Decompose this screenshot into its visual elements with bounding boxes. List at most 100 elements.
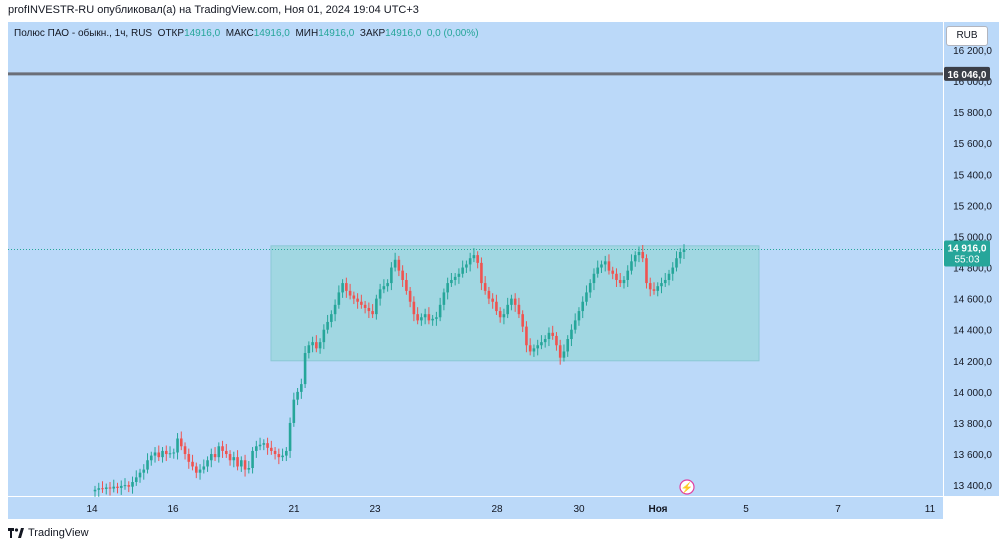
candle-body [453, 276, 457, 280]
legend-high-label: МАКС [225, 28, 254, 39]
candle-body [142, 469, 146, 473]
candle-body [491, 298, 494, 302]
footer: TradingView [8, 527, 89, 539]
candle-body [547, 332, 551, 340]
x-tick-label: 23 [369, 504, 381, 515]
candle-body [206, 460, 209, 467]
legend-symbol: Полюс ПАО - обыкн., 1ч, RUS [14, 28, 153, 39]
candle-body [495, 301, 498, 312]
candle-body [183, 446, 187, 455]
candle-body [648, 283, 652, 290]
last-price-label: 14 916,0 [948, 244, 987, 255]
candle-body [232, 457, 236, 461]
event-marker[interactable]: ⚡ [679, 479, 695, 495]
y-tick-label: 13 800,0 [953, 419, 992, 430]
candle-body [607, 261, 611, 271]
candle-body [611, 270, 615, 274]
candle-body [315, 342, 318, 349]
candle-body [502, 314, 506, 318]
x-tick-label: 5 [743, 504, 749, 515]
candle-body [588, 283, 592, 293]
candle-body [157, 452, 161, 458]
candle-body [487, 290, 491, 299]
candle-body [660, 283, 663, 287]
candle-body [536, 345, 539, 349]
candle-body [438, 304, 442, 318]
candle-body [408, 290, 412, 302]
candle-body [483, 283, 487, 291]
y-tick-label: 16 000,0 [953, 77, 992, 88]
y-tick-label: 15 600,0 [953, 139, 992, 150]
candle-body [356, 298, 359, 302]
tradingview-logo-icon [8, 528, 24, 538]
currency-button[interactable]: RUB [946, 26, 988, 46]
candle-body [521, 314, 524, 327]
candle-body [191, 461, 194, 467]
candle-body [633, 255, 637, 262]
candle-body [176, 438, 179, 453]
bar-countdown-label: 55:03 [954, 255, 979, 266]
candle-body [187, 454, 191, 462]
candle-body [543, 339, 547, 343]
candle-body [581, 301, 585, 312]
candle-body [108, 487, 112, 489]
legend-high-value: 14916,0 [253, 28, 290, 39]
candle-body [119, 485, 123, 488]
candle-body [510, 298, 513, 305]
candle-body [517, 304, 521, 315]
candle-body [566, 339, 570, 352]
candle-body [416, 314, 419, 321]
candle-body [412, 301, 416, 315]
publish-info: profINVESTR-RU опубликовал(а) на Trading… [8, 4, 419, 16]
candle-body [442, 292, 446, 305]
y-tick-label: 14 800,0 [953, 264, 992, 275]
x-tick-label: 11 [925, 504, 936, 515]
candle-body [472, 255, 476, 259]
candle-body [345, 283, 348, 291]
legend-close-label: ЗАКР [359, 28, 386, 39]
candle-body [318, 342, 322, 349]
candle-body [116, 486, 119, 488]
candle-body [615, 273, 618, 280]
candle-body [506, 304, 509, 315]
candle-body [573, 320, 577, 330]
time-axis[interactable] [8, 496, 943, 519]
candle-body [153, 452, 157, 456]
candle-body [618, 279, 622, 284]
y-tick-label: 16 200,0 [953, 46, 992, 57]
candle-body [251, 450, 254, 469]
candle-body [101, 488, 104, 490]
candle-body [93, 489, 97, 492]
candle-body [146, 460, 149, 470]
candle-body [457, 273, 461, 277]
y-tick-label: 15 400,0 [953, 170, 992, 181]
y-tick-label: 15 000,0 [953, 232, 992, 243]
y-tick-label: 14 000,0 [953, 388, 992, 399]
legend-change: 0,0 (0,00%) [426, 28, 479, 39]
candle-body [363, 304, 367, 308]
candle-body [626, 270, 630, 280]
candle-body [243, 460, 247, 470]
y-tick-label: 15 800,0 [953, 108, 992, 119]
candle-body [300, 384, 303, 392]
x-tick-label: Ноя [648, 504, 667, 515]
candle-body [131, 482, 134, 487]
candle-body [123, 485, 127, 487]
lightning-icon: ⚡ [681, 481, 693, 494]
candle-body [217, 446, 221, 458]
candle-body [149, 455, 153, 461]
candle-body [480, 262, 483, 284]
candle-body [540, 342, 543, 346]
candle-body [570, 329, 573, 340]
candle-body [652, 289, 656, 291]
candle-body [209, 454, 213, 461]
candle-body [322, 329, 326, 343]
candle-body [446, 283, 449, 293]
footer-brand: TradingView [28, 527, 89, 539]
candle-body [161, 450, 164, 458]
candle-body [393, 259, 397, 268]
candle-body [420, 317, 423, 321]
candle-body [168, 453, 172, 455]
candle-body [247, 468, 251, 470]
x-tick-label: 30 [573, 504, 585, 515]
